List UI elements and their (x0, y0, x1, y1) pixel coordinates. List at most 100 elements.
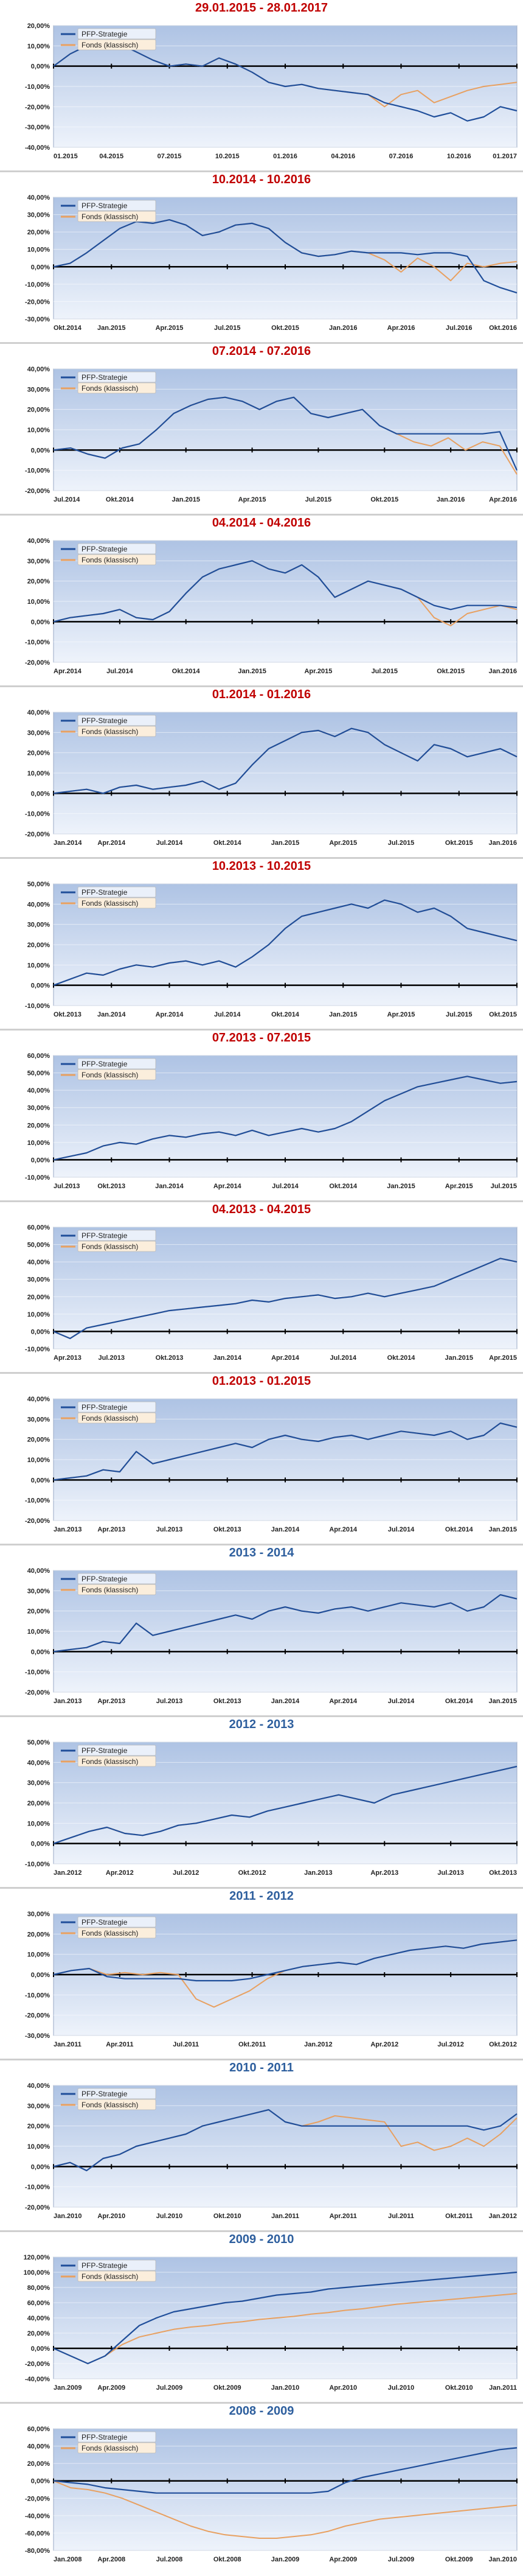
x-tick-label: Okt.2009 (213, 2384, 241, 2392)
x-tick-label: Apr.2014 (156, 1011, 184, 1018)
y-tick-label: 0,00% (31, 982, 50, 990)
legend-label-box (77, 2270, 156, 2282)
panel-separator (0, 2230, 523, 2232)
x-tick-label: Jul.2012 (173, 1869, 199, 1877)
x-tick-label: Okt.2014 (271, 1011, 300, 1018)
legend-label-box (77, 2088, 156, 2099)
x-tick-label: Jan.2016 (437, 496, 465, 503)
line-chart: 40,00% 30,00% 20,00% 10,00% 0,00% -10,00% -20,… (25, 709, 518, 847)
legend-label: PFP-Strategie (81, 1918, 128, 1927)
legend-label: Fonds (klassisch) (81, 556, 138, 564)
x-tick-label: Jul.2008 (156, 2556, 182, 2563)
legend-label: Fonds (klassisch) (81, 899, 138, 908)
legend-label: PFP-Strategie (81, 716, 128, 725)
x-tick-label: Jan.2012 (304, 2041, 332, 2048)
y-tick-label: 30,00% (27, 212, 50, 219)
panel-separator (0, 1029, 523, 1031)
x-tick-label: Okt.2014 (445, 1698, 474, 1705)
series-line-pfp-strategie (53, 1939, 518, 1982)
x-tick-label: Apr.2015 (329, 839, 357, 847)
legend-label: Fonds (klassisch) (81, 1071, 138, 1079)
legend-label-box (77, 1230, 156, 1241)
legend-label: Fonds (klassisch) (81, 212, 138, 221)
legend-label: Fonds (klassisch) (81, 1586, 138, 1594)
series-line-pfp-strategie (53, 396, 518, 471)
line-chart: 60,00% 50,00% 40,00% 30,00% 20,00% 10,00% 0,00… (25, 1224, 518, 1362)
x-tick-label: Okt.2009 (445, 2556, 473, 2563)
y-tick-label: 40,00% (27, 1396, 50, 1403)
y-tick-label: 0,00% (31, 264, 50, 271)
series-line-pfp-strategie (53, 560, 518, 623)
y-tick-label: 50,00% (27, 1070, 50, 1077)
line-chart: 40,00% 30,00% 20,00% 10,00% 0,00% -10,00% -20,… (25, 194, 518, 332)
x-tick-label: Apr.2015 (489, 1354, 517, 1362)
y-tick-label: 20,00% (27, 942, 50, 949)
x-tick-label: Jan.2014 (271, 1526, 300, 1533)
x-tick-label: Jul.2012 (437, 2041, 463, 2048)
y-tick-label: 50,00% (27, 1242, 50, 1249)
y-tick-label: 0,00% (31, 1648, 50, 1656)
x-tick-label: Jul.2009 (388, 2556, 414, 2563)
x-tick-label: Okt.2014 (172, 668, 201, 675)
x-tick-label: Apr.2014 (213, 1183, 242, 1190)
series-line-pfp-strategie (53, 899, 518, 986)
chart-title: 2010 - 2011 (229, 2061, 294, 2074)
x-tick-label: Jan.2010 (54, 2213, 81, 2220)
x-tick-label: Okt.2014 (445, 1526, 474, 1533)
x-tick-label: 01.2016 (273, 153, 297, 160)
x-tick-label: Okt.2015 (370, 496, 398, 503)
y-tick-label: 40,00% (27, 2082, 50, 2090)
y-tick-label: -40,00% (25, 144, 50, 152)
x-tick-label: Jan.2013 (54, 1526, 81, 1533)
x-tick-label: Jan.2011 (271, 2213, 299, 2220)
x-tick-label: Apr.2009 (97, 2384, 125, 2392)
chart-title: 2008 - 2009 (229, 2404, 294, 2418)
y-tick-label: 40,00% (27, 901, 50, 908)
x-tick-label: Okt.2014 (54, 324, 82, 332)
x-tick-label: Jul.2013 (54, 1183, 80, 1190)
y-tick-label: 20,00% (27, 229, 50, 236)
legend-label: PFP-Strategie (81, 30, 128, 38)
x-tick-label: Apr.2016 (387, 324, 415, 332)
panel-separator (0, 685, 523, 687)
x-tick-label: Jul.2014 (388, 1698, 415, 1705)
x-tick-label: Jan.2015 (489, 1526, 517, 1533)
x-tick-label: Jul.2013 (99, 1354, 125, 1362)
y-tick-label: 30,00% (27, 2102, 50, 2110)
y-tick-label: 0,00% (31, 1328, 50, 1335)
legend-label: Fonds (klassisch) (81, 2444, 138, 2452)
y-tick-label: 0,00% (31, 2163, 50, 2171)
chart-title: 10.2014 - 10.2016 (212, 173, 311, 186)
series-line-pfp-strategie (53, 219, 518, 294)
x-tick-label: Jan.2015 (329, 1011, 357, 1018)
y-tick-label: -20,00% (25, 2361, 50, 2368)
panel-separator (0, 1715, 523, 1717)
y-tick-label: 20,00% (27, 23, 50, 30)
y-tick-label: 0,00% (31, 2478, 50, 2485)
y-tick-label: -20,00% (25, 298, 50, 306)
y-tick-label: -10,00% (25, 1861, 50, 1868)
x-tick-label: Okt.2013 (213, 1526, 241, 1533)
y-tick-label: 40,00% (27, 1759, 50, 1766)
x-tick-label: Apr.2013 (97, 1698, 125, 1705)
y-tick-label: -20,00% (25, 2495, 50, 2502)
y-tick-label: 0,00% (31, 1972, 50, 1979)
legend-label-box (77, 1584, 156, 1595)
x-tick-label: Jan.2009 (54, 2384, 81, 2392)
x-tick-label: Jan.2014 (155, 1183, 184, 1190)
y-tick-label: 30,00% (27, 1276, 50, 1284)
y-tick-label: -10,00% (25, 1003, 50, 1010)
x-tick-label: Apr.2014 (329, 1698, 358, 1705)
y-tick-label: -10,00% (25, 1174, 50, 1181)
x-tick-label: Jan.2014 (97, 1011, 126, 1018)
legend-label-box (77, 382, 156, 394)
x-tick-label: Jan.2016 (489, 668, 517, 675)
y-tick-label: 80,00% (27, 2284, 50, 2292)
x-tick-label: Okt.2011 (445, 2213, 473, 2220)
y-tick-label: 0,00% (31, 618, 50, 626)
y-tick-label: 10,00% (27, 1951, 50, 1959)
x-tick-label: Jul.2013 (156, 1526, 182, 1533)
panel-separator (0, 857, 523, 859)
x-tick-label: Apr.2014 (97, 839, 126, 847)
x-tick-label: Jan.2016 (489, 839, 517, 847)
